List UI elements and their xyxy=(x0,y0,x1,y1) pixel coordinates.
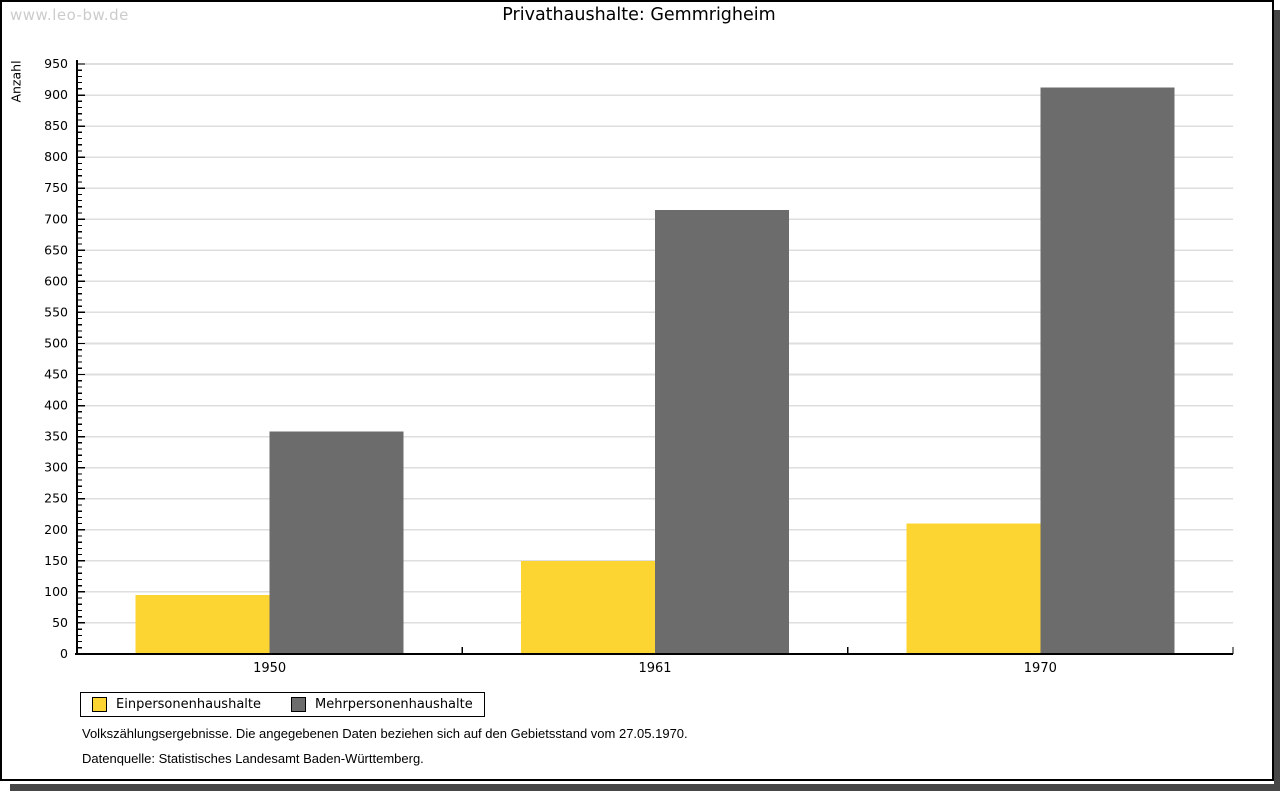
note-data-source: Datenquelle: Statistisches Landesamt Bad… xyxy=(82,751,424,766)
y-tick-label: 700 xyxy=(44,211,68,226)
y-tick-label: 850 xyxy=(44,118,68,133)
y-tick-label: 950 xyxy=(44,56,68,71)
legend: Einpersonenhaushalte Mehrpersonenhaushal… xyxy=(80,692,485,717)
bar-chart: 1950 1961 1970 0 50 100 150 200 250 300 350 400 450 5… xyxy=(44,56,1234,676)
legend-item-einpersonenhaushalte: Einpersonenhaushalte xyxy=(92,697,261,712)
x-tick-label: 1950 xyxy=(253,661,286,676)
y-tick-label: 450 xyxy=(44,367,68,382)
y-tick-label: 50 xyxy=(52,615,68,630)
watermark: www.leo-bw.de xyxy=(10,6,129,24)
y-tick-label: 600 xyxy=(44,273,68,288)
frame-shadow-right xyxy=(1274,10,1280,784)
y-tick-label: 650 xyxy=(44,242,68,257)
y-tick-label: 250 xyxy=(44,491,68,506)
legend-swatch-mehrpersonenhaushalte-icon xyxy=(291,697,306,712)
bar-einpersonenhaushalte-1950 xyxy=(135,595,270,654)
frame-shadow-bottom xyxy=(10,784,1280,791)
y-tick-label: 500 xyxy=(44,335,68,350)
bar-mehrpersonenhaushalte-1970 xyxy=(1040,87,1175,655)
bar-mehrpersonenhaushalte-1950 xyxy=(269,431,404,654)
y-tick-label: 550 xyxy=(44,304,68,319)
y-tick-label: 0 xyxy=(60,646,68,661)
y-tick-label: 200 xyxy=(44,522,68,537)
x-tick-label: 1970 xyxy=(1024,661,1057,676)
y-tick-label: 350 xyxy=(44,429,68,444)
legend-swatch-einpersonenhaushalte-icon xyxy=(92,697,107,712)
legend-item-mehrpersonenhaushalte: Mehrpersonenhaushalte xyxy=(291,697,473,712)
chart-title: Privathaushalte: Gemmrigheim xyxy=(502,5,776,25)
x-tick-label: 1961 xyxy=(638,661,671,676)
y-tick-label: 900 xyxy=(44,87,68,102)
legend-label-mehrpersonenhaushalte: Mehrpersonenhaushalte xyxy=(315,697,473,712)
y-tick-label: 150 xyxy=(44,553,68,568)
bar-mehrpersonenhaushalte-1961 xyxy=(655,209,789,654)
bar-einpersonenhaushalte-1970 xyxy=(906,523,1041,654)
y-tick-label: 800 xyxy=(44,149,68,164)
y-tick-label: 300 xyxy=(44,460,68,475)
bar-einpersonenhaushalte-1961 xyxy=(521,560,655,654)
y-tick-label: 100 xyxy=(44,584,68,599)
y-tick-label: 750 xyxy=(44,180,68,195)
y-tick-label: 400 xyxy=(44,398,68,413)
note-census-basis: Volkszählungsergebnisse. Die angegebenen… xyxy=(82,726,688,741)
legend-label-einpersonenhaushalte: Einpersonenhaushalte xyxy=(116,697,261,712)
